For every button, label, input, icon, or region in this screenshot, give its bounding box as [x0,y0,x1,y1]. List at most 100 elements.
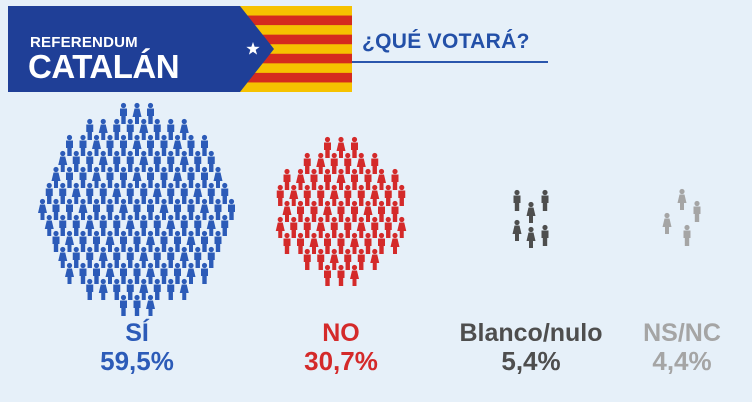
ns-nc-person-icon [693,200,701,222]
si-person-icon [179,118,189,140]
si-person-icon [113,118,121,140]
si-person-icon [133,294,141,316]
si-person-icon [160,262,168,284]
no-person-icon [364,232,372,254]
no-person-icon [282,200,292,222]
si-person-icon [228,198,235,220]
si-person-icon [180,214,188,236]
si-person-icon [160,166,168,188]
no-person-icon [371,216,379,238]
no-person-icon [303,152,311,174]
no-person-icon [324,168,331,190]
si-person-icon [58,150,68,172]
si-person-icon [174,262,181,284]
ns-nc-person-icon [662,212,672,234]
no-person-icon [344,184,352,206]
category-name: Blanco/nulo [459,319,603,347]
banner-kicker: REFERENDUM [30,34,138,51]
si-person-icon [207,182,215,204]
question-underline [352,61,548,63]
si-person-icon [167,118,175,140]
no-person-icon [337,264,345,286]
si-person-icon [44,214,54,236]
si-person-icon [132,166,142,188]
si-person-icon [179,150,189,172]
si-person-icon [66,166,73,188]
no-person-icon [351,200,358,222]
si-person-icon [72,150,80,172]
category-percentage: 59,5% [100,346,174,376]
no-person-icon [324,264,331,286]
si-person-icon [153,150,161,172]
si-person-icon [147,134,154,156]
si-person-icon [120,262,127,284]
no-person-icon [377,168,386,190]
no-person-icon [283,168,291,190]
si-person-icon [126,278,134,300]
no-person-icon [357,248,365,270]
no-person-icon [364,168,372,190]
si-person-icon [139,118,149,140]
no-person-icon [330,152,338,174]
si-person-icon [125,214,135,236]
no-person-icon [398,184,406,206]
si-person-icon [106,134,114,156]
si-person-icon [201,166,208,188]
si-person-icon [120,294,127,316]
si-person-icon [201,134,208,156]
no-person-icon [296,168,305,190]
si-person-icon [160,134,168,156]
no-person-icon [351,168,358,190]
si-person-icon [78,198,88,220]
si-person-icon [66,198,73,220]
no-person-icon [337,200,345,222]
si-person-icon [167,150,175,172]
no-person-icon [276,184,284,206]
si-person-icon [133,262,141,284]
si-person-icon [86,182,94,204]
no-person-icon [344,216,352,238]
si-person-icon [93,262,100,284]
si-person-icon [105,262,115,284]
no-person-icon [356,216,366,238]
si-person-icon [201,262,208,284]
no-person-icon [297,200,304,222]
header-banner: REFERENDUM CATALÁN [8,6,352,92]
no-person-icon [336,136,346,158]
si-person-icon [173,166,182,188]
no-person-icon [370,184,380,206]
no-person-icon [350,264,359,286]
si-person-icon [153,118,161,140]
no-person-icon [297,232,304,254]
si-person-icon [166,214,176,236]
si-person-icon [206,214,216,236]
category-label: NS/NC 4,4% [592,319,752,376]
no-person-icon [391,168,399,190]
si-person-icon [58,246,68,268]
si-person-icon [59,214,67,236]
no-person-icon [317,248,325,270]
si-person-icon [187,134,195,156]
si-person-icon [86,150,94,172]
si-person-icon [153,278,161,300]
no-person-icon [378,232,385,254]
si-person-icon [126,150,134,172]
si-person-icon [45,182,53,204]
si-person-icon [86,118,94,140]
no-person-icon [303,248,311,270]
no-person-icon [351,136,358,158]
si-person-icon [65,230,74,252]
no-person-icon [309,232,319,254]
si-person-icon [52,230,60,252]
si-person-icon [99,214,107,236]
si-person-icon [93,198,100,220]
si-person-icon [179,246,189,268]
no-person-icon [283,232,291,254]
si-person-icon [119,198,128,220]
no-person-icon [390,232,400,254]
no-person-icon [317,184,325,206]
no-person-icon [303,184,311,206]
si-person-icon [173,134,182,156]
si-person-icon [186,230,196,252]
category-name: NS/NC [643,319,721,347]
